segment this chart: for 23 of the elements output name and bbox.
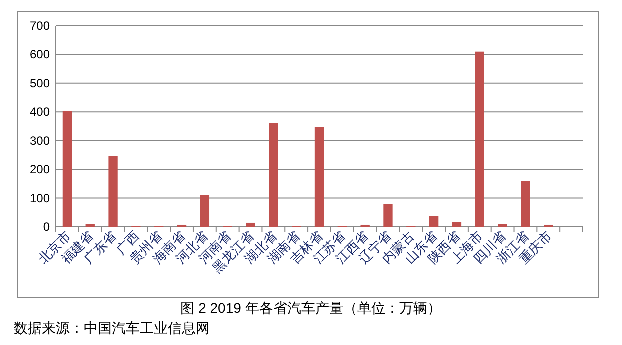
y-tick-label: 700 <box>30 19 50 33</box>
bar <box>108 156 118 227</box>
bar <box>246 222 256 227</box>
y-tick-label: 200 <box>30 162 50 177</box>
bar <box>521 181 530 227</box>
bar <box>429 216 439 227</box>
bar <box>86 224 95 227</box>
y-tick-label: 0 <box>43 220 50 234</box>
y-tick-label: 600 <box>30 48 50 62</box>
y-tick-label: 400 <box>30 105 50 120</box>
source-note: 数据来源：中国汽车工业信息网 <box>14 320 210 336</box>
bar <box>200 195 210 227</box>
bar <box>314 127 324 227</box>
text: 图 2 2019 年各省汽车产量（单位：万辆） <box>180 300 442 316</box>
bar <box>475 52 484 227</box>
y-tick-label: 500 <box>30 76 50 90</box>
bar <box>269 123 278 227</box>
bar <box>384 204 393 227</box>
bar <box>498 224 508 227</box>
bar <box>452 222 462 227</box>
bar <box>62 110 72 227</box>
y-tick-label: 100 <box>30 191 50 206</box>
y-tick-label: 300 <box>30 134 50 148</box>
